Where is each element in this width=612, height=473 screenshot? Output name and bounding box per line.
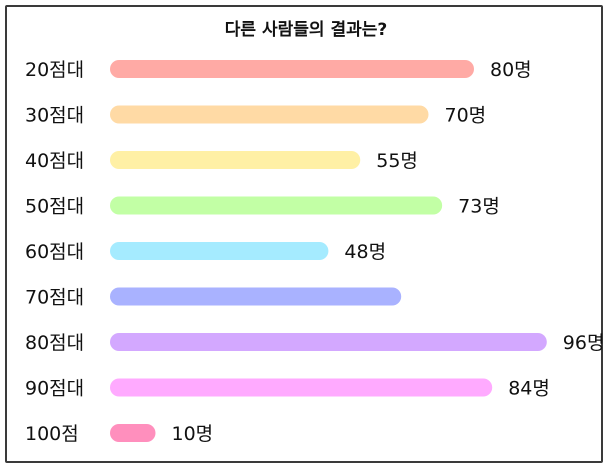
bar	[110, 424, 156, 442]
bar	[110, 242, 329, 260]
value-label: 48명	[344, 241, 386, 263]
category-label: 90점대	[25, 378, 84, 400]
value-label: 55명	[376, 150, 418, 172]
value-label: 70명	[445, 105, 487, 127]
category-label: 30점대	[25, 105, 84, 127]
value-label: 96명	[563, 332, 605, 354]
category-label: 70점대	[25, 287, 84, 309]
category-label: 100점	[25, 423, 79, 445]
bar	[110, 151, 361, 169]
chart-title: 다른 사람들의 결과는?	[224, 20, 388, 40]
value-label: 80명	[490, 59, 532, 81]
bar	[110, 60, 474, 78]
bar	[110, 196, 443, 215]
value-label: 84명	[508, 378, 550, 400]
value-label: 73명	[458, 196, 500, 218]
bar	[110, 333, 547, 351]
value-label: 10명	[172, 423, 214, 445]
category-label: 50점대	[25, 196, 84, 218]
category-label: 80점대	[25, 332, 84, 354]
category-label: 40점대	[25, 150, 84, 172]
category-label: 60점대	[25, 241, 84, 263]
bar	[110, 378, 493, 397]
bar	[110, 287, 402, 306]
bar	[110, 105, 429, 124]
category-label: 20점대	[25, 59, 84, 81]
